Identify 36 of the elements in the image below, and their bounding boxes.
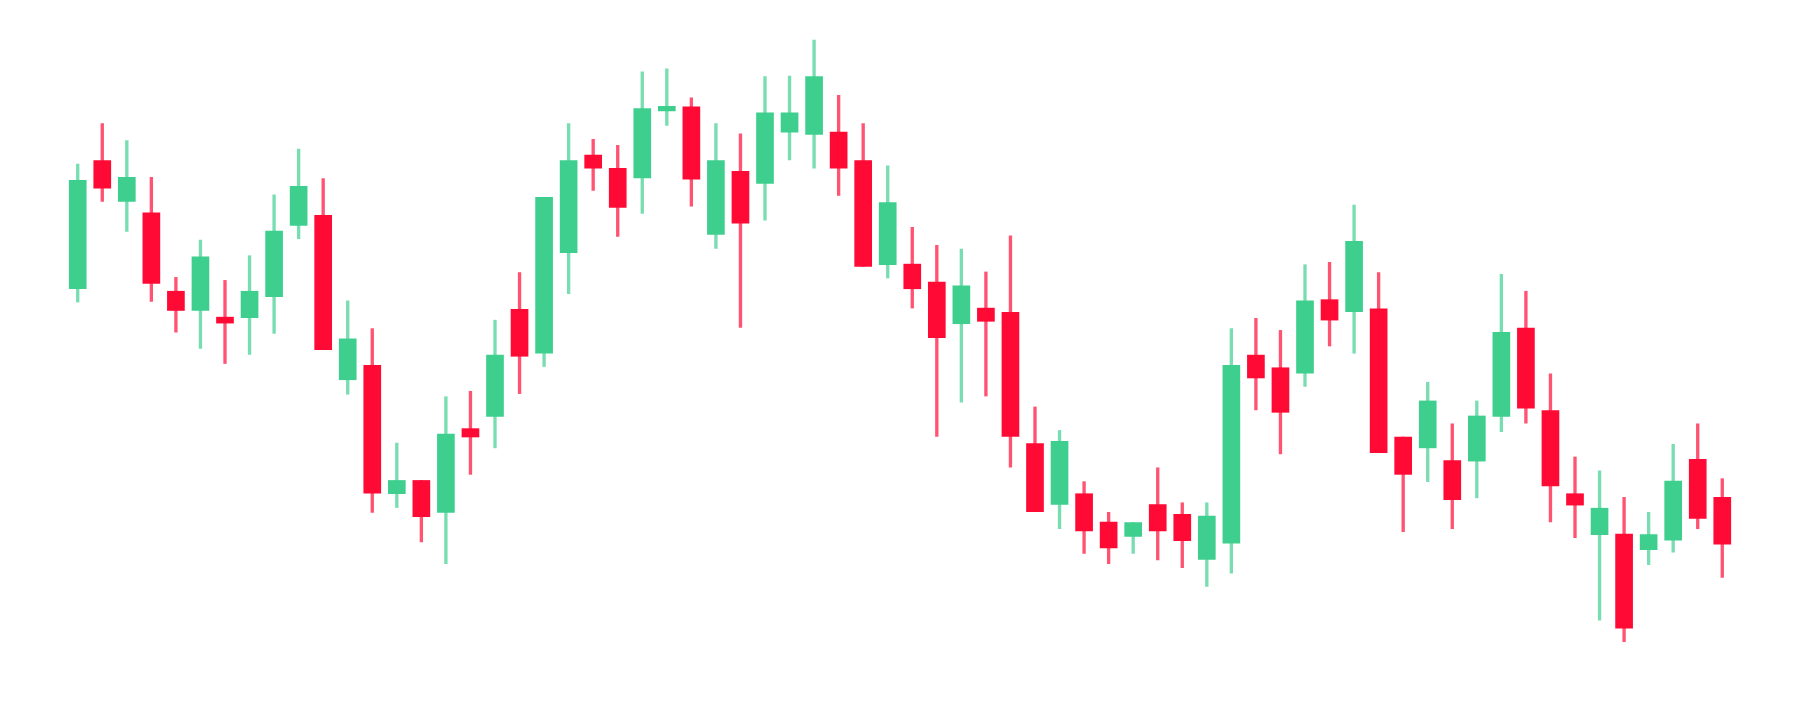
candlestick xyxy=(1197,500,1216,589)
candlestick xyxy=(240,253,259,357)
candlestick xyxy=(1124,520,1143,556)
candlestick xyxy=(1320,260,1339,349)
candlestick xyxy=(1443,421,1462,531)
candlestick xyxy=(216,278,234,366)
candlestick xyxy=(952,247,971,405)
candlestick xyxy=(1418,380,1437,484)
candlestick xyxy=(1713,476,1732,580)
candlestick xyxy=(1394,435,1413,534)
candlestick xyxy=(1148,465,1167,562)
candlestick xyxy=(412,478,431,544)
candlestick xyxy=(1247,316,1265,412)
candlestick xyxy=(461,389,480,477)
candlestick xyxy=(338,298,357,397)
candlestick xyxy=(1639,510,1658,567)
candlestick xyxy=(608,143,627,239)
candlestick xyxy=(584,137,603,193)
candlestick xyxy=(1271,328,1290,456)
candlestick xyxy=(93,121,112,204)
candlestick xyxy=(117,138,136,234)
candlestick xyxy=(977,269,995,399)
candlestick xyxy=(387,441,406,510)
candlestick xyxy=(1566,454,1584,540)
candlestick xyxy=(829,93,848,198)
candlestick xyxy=(1173,500,1192,570)
candlestick xyxy=(903,225,922,311)
candlestick xyxy=(289,147,308,241)
candlestick xyxy=(1590,468,1609,623)
candlestick xyxy=(780,74,799,162)
candlestick xyxy=(1099,510,1118,566)
candlestick xyxy=(657,66,676,128)
candlestick xyxy=(510,270,529,396)
candlestick xyxy=(1075,479,1093,556)
candlestick xyxy=(1467,398,1486,500)
candlestick xyxy=(167,275,185,335)
